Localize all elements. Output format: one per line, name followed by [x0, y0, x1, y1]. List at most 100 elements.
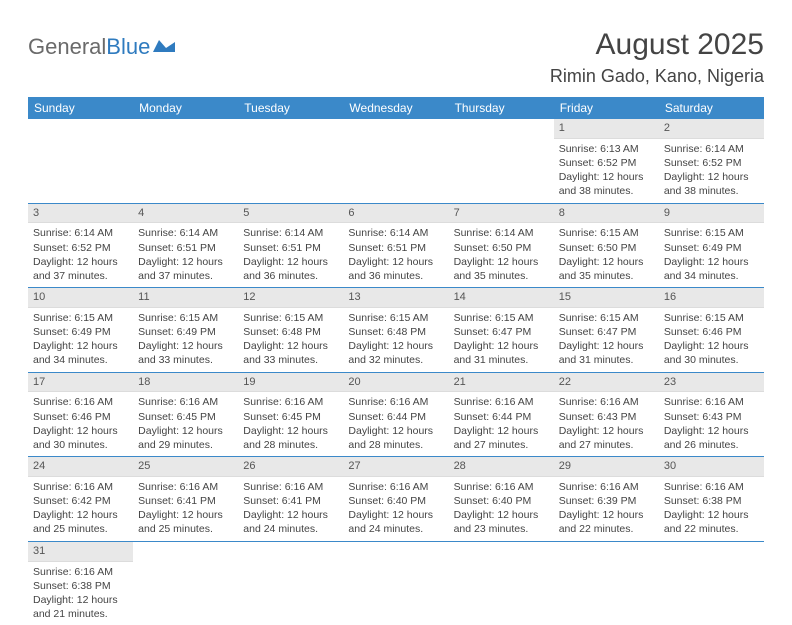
calendar-day-cell: 7Sunrise: 6:14 AMSunset: 6:50 PMDaylight…	[449, 203, 554, 288]
day-number: 22	[554, 373, 659, 393]
sunset-line: Sunset: 6:40 PM	[348, 494, 443, 508]
sunset-line: Sunset: 6:50 PM	[454, 241, 549, 255]
calendar-day-cell: 23Sunrise: 6:16 AMSunset: 6:43 PMDayligh…	[659, 372, 764, 457]
calendar-day-cell: 12 Sunrise: 6:15 AMSunset: 6:48 PMDayligh…	[238, 288, 343, 373]
calendar-day-cell: 30Sunrise: 6:16 AMSunset: 6:38 PMDayligh…	[659, 457, 764, 542]
calendar-day-cell: 10Sunrise: 6:15 AMSunset: 6:49 PMDayligh…	[28, 288, 133, 373]
weekday-header: Wednesday	[343, 97, 448, 119]
sunrise-line: Sunrise: 6:15 AM	[664, 226, 759, 240]
daylight-line: Daylight: 12 hours and 31 minutes.	[559, 339, 654, 367]
calendar-week-row: 1Sunrise: 6:13 AMSunset: 6:52 PMDaylight…	[28, 119, 764, 203]
day-number: 17	[28, 373, 133, 393]
day-details: Sunrise: 6:14 AMSunset: 6:51 PMDaylight:…	[343, 223, 448, 287]
sunset-line: Sunset: 6:48 PM	[243, 325, 338, 339]
calendar-week-row: 31Sunrise: 6:16 AMSunset: 6:38 PMDayligh…	[28, 541, 764, 625]
day-details: Sunrise: 6:15 AMSunset: 6:49 PMDaylight:…	[659, 223, 764, 287]
calendar-day-cell: 15Sunrise: 6:15 AMSunset: 6:47 PMDayligh…	[554, 288, 659, 373]
daylight-line: Daylight: 12 hours and 26 minutes.	[664, 424, 759, 452]
day-details: Sunrise: 6:14 AMSunset: 6:52 PMDaylight:…	[28, 223, 133, 287]
day-details: Sunrise: 6:16 AMSunset: 6:40 PMDaylight:…	[449, 477, 554, 541]
daylight-line: Daylight: 12 hours and 38 minutes.	[559, 170, 654, 198]
sunrise-line: Sunrise: 6:14 AM	[33, 226, 128, 240]
logo: GeneralBlue	[28, 34, 175, 60]
sunset-line: Sunset: 6:51 PM	[243, 241, 338, 255]
daylight-line: Daylight: 12 hours and 25 minutes.	[138, 508, 233, 536]
daylight-line: Daylight: 12 hours and 22 minutes.	[664, 508, 759, 536]
daylight-line: Daylight: 12 hours and 25 minutes.	[33, 508, 128, 536]
weekday-header: Monday	[133, 97, 238, 119]
day-details: Sunrise: 6:14 AMSunset: 6:52 PMDaylight:…	[659, 139, 764, 203]
sunrise-line: Sunrise: 6:15 AM	[138, 311, 233, 325]
day-details: Sunrise: 6:16 AMSunset: 6:42 PMDaylight:…	[28, 477, 133, 541]
day-details: Sunrise: 6:13 AMSunset: 6:52 PMDaylight:…	[554, 139, 659, 203]
daylight-line: Daylight: 12 hours and 37 minutes.	[33, 255, 128, 283]
day-number: 9	[659, 204, 764, 224]
logo-text-general: General	[28, 34, 106, 60]
calendar-day-cell: 14Sunrise: 6:15 AMSunset: 6:47 PMDayligh…	[449, 288, 554, 373]
day-number: 15	[554, 288, 659, 308]
sunrise-line: Sunrise: 6:16 AM	[138, 395, 233, 409]
day-details: Sunrise: 6:16 AMSunset: 6:41 PMDaylight:…	[238, 477, 343, 541]
day-number: 29	[554, 457, 659, 477]
day-number: 3	[28, 204, 133, 224]
sunset-line: Sunset: 6:44 PM	[348, 410, 443, 424]
daylight-line: Daylight: 12 hours and 24 minutes.	[243, 508, 338, 536]
sunset-line: Sunset: 6:49 PM	[664, 241, 759, 255]
day-number: 12	[238, 288, 343, 308]
day-details: Sunrise: 6:16 AMSunset: 6:38 PMDaylight:…	[28, 562, 133, 625]
daylight-line: Daylight: 12 hours and 37 minutes.	[138, 255, 233, 283]
calendar-day-cell: 22Sunrise: 6:16 AMSunset: 6:43 PMDayligh…	[554, 372, 659, 457]
sunrise-line: Sunrise: 6:15 AM	[664, 311, 759, 325]
sunset-line: Sunset: 6:45 PM	[243, 410, 338, 424]
daylight-line: Daylight: 12 hours and 34 minutes.	[664, 255, 759, 283]
sunset-line: Sunset: 6:52 PM	[559, 156, 654, 170]
calendar-empty-cell	[343, 119, 448, 203]
day-details: Sunrise: 6:16 AMSunset: 6:39 PMDaylight:…	[554, 477, 659, 541]
sunset-line: Sunset: 6:47 PM	[559, 325, 654, 339]
daylight-line: Daylight: 12 hours and 33 minutes.	[243, 339, 338, 367]
day-details: Sunrise: 6:15 AMSunset: 6:49 PMDaylight:…	[133, 308, 238, 372]
day-number: 14	[449, 288, 554, 308]
calendar-empty-cell	[28, 119, 133, 203]
calendar-day-cell: 16Sunrise: 6:15 AMSunset: 6:46 PMDayligh…	[659, 288, 764, 373]
day-details: Sunrise: 6:14 AMSunset: 6:51 PMDaylight:…	[133, 223, 238, 287]
day-details: Sunrise: 6:16 AMSunset: 6:40 PMDaylight:…	[343, 477, 448, 541]
daylight-line: Daylight: 12 hours and 32 minutes.	[348, 339, 443, 367]
sunrise-line: Sunrise: 6:15 AM	[243, 311, 338, 325]
sunset-line: Sunset: 6:46 PM	[33, 410, 128, 424]
calendar-day-cell: 24Sunrise: 6:16 AMSunset: 6:42 PMDayligh…	[28, 457, 133, 542]
day-details: Sunrise: 6:14 AMSunset: 6:51 PMDaylight:…	[238, 223, 343, 287]
daylight-line: Daylight: 12 hours and 35 minutes.	[454, 255, 549, 283]
day-number: 19	[238, 373, 343, 393]
sunset-line: Sunset: 6:52 PM	[664, 156, 759, 170]
sunset-line: Sunset: 6:52 PM	[33, 241, 128, 255]
calendar-day-cell: 25Sunrise: 6:16 AMSunset: 6:41 PMDayligh…	[133, 457, 238, 542]
calendar-header-row: SundayMondayTuesdayWednesdayThursdayFrid…	[28, 97, 764, 119]
calendar-day-cell: 2Sunrise: 6:14 AMSunset: 6:52 PMDaylight…	[659, 119, 764, 203]
daylight-line: Daylight: 12 hours and 21 minutes.	[33, 593, 128, 621]
daylight-line: Daylight: 12 hours and 31 minutes.	[454, 339, 549, 367]
day-details: Sunrise: 6:15 AMSunset: 6:46 PMDaylight:…	[659, 308, 764, 372]
calendar-empty-cell	[449, 119, 554, 203]
daylight-line: Daylight: 12 hours and 29 minutes.	[138, 424, 233, 452]
sunset-line: Sunset: 6:45 PM	[138, 410, 233, 424]
daylight-line: Daylight: 12 hours and 36 minutes.	[348, 255, 443, 283]
sunset-line: Sunset: 6:44 PM	[454, 410, 549, 424]
calendar-empty-cell	[343, 541, 448, 625]
daylight-line: Daylight: 12 hours and 28 minutes.	[243, 424, 338, 452]
day-number: 20	[343, 373, 448, 393]
daylight-line: Daylight: 12 hours and 27 minutes.	[559, 424, 654, 452]
sunset-line: Sunset: 6:51 PM	[348, 241, 443, 255]
day-number: 25	[133, 457, 238, 477]
sunrise-line: Sunrise: 6:16 AM	[559, 395, 654, 409]
day-number: 26	[238, 457, 343, 477]
day-number: 1	[554, 119, 659, 139]
sunset-line: Sunset: 6:51 PM	[138, 241, 233, 255]
day-details: Sunrise: 6:16 AMSunset: 6:45 PMDaylight:…	[133, 392, 238, 456]
weekday-header: Tuesday	[238, 97, 343, 119]
sunrise-line: Sunrise: 6:14 AM	[243, 226, 338, 240]
logo-text-blue: Blue	[106, 34, 150, 60]
sunrise-line: Sunrise: 6:15 AM	[559, 226, 654, 240]
calendar-day-cell: 11Sunrise: 6:15 AMSunset: 6:49 PMDayligh…	[133, 288, 238, 373]
header: GeneralBlue August 2025 Rimin Gado, Kano…	[28, 28, 764, 87]
